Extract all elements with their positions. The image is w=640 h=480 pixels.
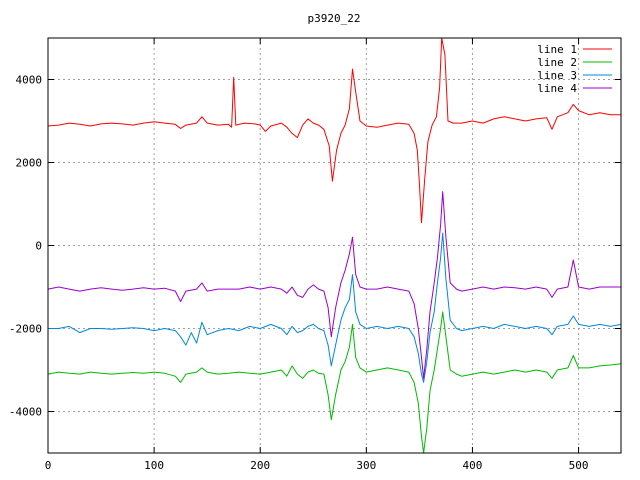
y-tick-label: -4000 — [9, 406, 42, 419]
plot-frame — [47, 37, 622, 454]
x-tick-label: 400 — [463, 459, 483, 472]
x-tick-label: 0 — [45, 459, 52, 472]
y-tick-label: 4000 — [16, 74, 43, 87]
y-tick-label: -2000 — [9, 323, 42, 336]
axis-ticks: 0 100 200 300 400 500 -4000 -2000 0 2000 4000 — [9, 38, 621, 472]
x-tick-label: 100 — [144, 459, 164, 472]
x-tick-label: 200 — [250, 459, 270, 472]
series-line-2 — [48, 311, 621, 453]
chart-title: p3920_22 — [308, 12, 361, 25]
legend-label: line 4 — [537, 82, 577, 95]
grid — [48, 38, 621, 453]
series-line-4 — [48, 191, 621, 379]
series-group — [48, 38, 621, 453]
y-tick-label: 0 — [35, 240, 42, 253]
legend-label: line 1 — [537, 43, 577, 56]
legend-label: line 3 — [537, 69, 577, 82]
series-line-1 — [48, 38, 621, 224]
legend-label: line 2 — [537, 56, 577, 69]
x-tick-label: 500 — [569, 459, 589, 472]
y-tick-label: 2000 — [16, 157, 43, 170]
series-line-3 — [48, 232, 621, 383]
x-tick-label: 300 — [356, 459, 376, 472]
